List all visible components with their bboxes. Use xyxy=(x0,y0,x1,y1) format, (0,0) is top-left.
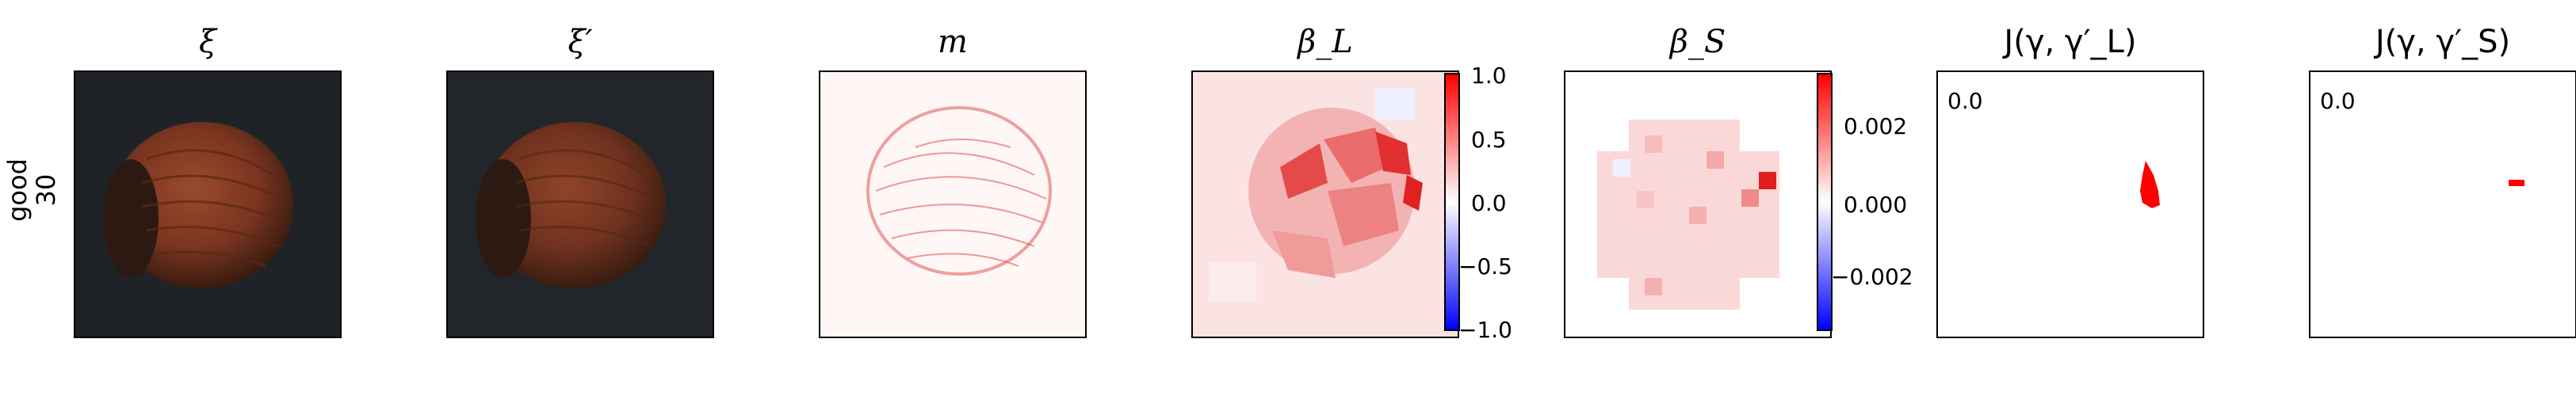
row-label-line2: 30 xyxy=(31,173,61,207)
colorbar-beta-l-tick: −1.0 xyxy=(1458,317,1512,343)
image-j-s: 0.0 xyxy=(2309,70,2576,338)
image-xi-prime xyxy=(446,70,714,338)
colorbar-beta-l-tick: 0.0 xyxy=(1471,190,1507,216)
row-label-line1: good xyxy=(2,158,32,222)
j-s-mask xyxy=(2509,180,2524,186)
colorbar-beta-l xyxy=(1444,73,1460,331)
colorbar-beta-s-tick: 0.000 xyxy=(1844,192,1908,218)
panel-title-beta-s: β_S xyxy=(1669,24,1726,60)
j-l-value: 0.0 xyxy=(1947,88,1983,114)
row-label: good 30 xyxy=(0,127,63,253)
beta-s-heatmap xyxy=(1565,72,1830,337)
image-j-l: 0.0 xyxy=(1936,70,2204,338)
image-m xyxy=(819,70,1087,338)
j-l-mask xyxy=(2140,161,2160,208)
hazelnut-image xyxy=(75,72,340,337)
colorbar-beta-l-tick: 1.0 xyxy=(1471,63,1507,89)
colorbar-beta-s xyxy=(1817,73,1833,331)
image-beta-s xyxy=(1564,70,1832,338)
beta-l-heatmap xyxy=(1193,72,1458,337)
mask-heatmap xyxy=(820,72,1085,337)
panel-title-xi-prime: ξ′ xyxy=(568,24,593,60)
panel-title-beta-l: β_L xyxy=(1298,24,1353,60)
colorbar-beta-s-tick: −0.002 xyxy=(1831,264,1913,290)
colorbar-beta-l-tick: −0.5 xyxy=(1458,253,1512,280)
colorbar-beta-l-tick: 0.5 xyxy=(1471,127,1507,153)
panel-title-j-s: J(γ, γ′_S) xyxy=(2375,24,2511,60)
j-s-value: 0.0 xyxy=(2320,88,2356,114)
panel-title-j-l: J(γ, γ′_L) xyxy=(2004,24,2137,60)
panel-title-xi: ξ xyxy=(198,24,217,60)
colorbar-beta-s-tick: 0.002 xyxy=(1844,113,1908,139)
panel-title-m: m xyxy=(938,24,968,60)
image-beta-l xyxy=(1191,70,1459,338)
image-xi xyxy=(74,70,342,338)
hazelnut-image-perturbed xyxy=(448,72,713,337)
